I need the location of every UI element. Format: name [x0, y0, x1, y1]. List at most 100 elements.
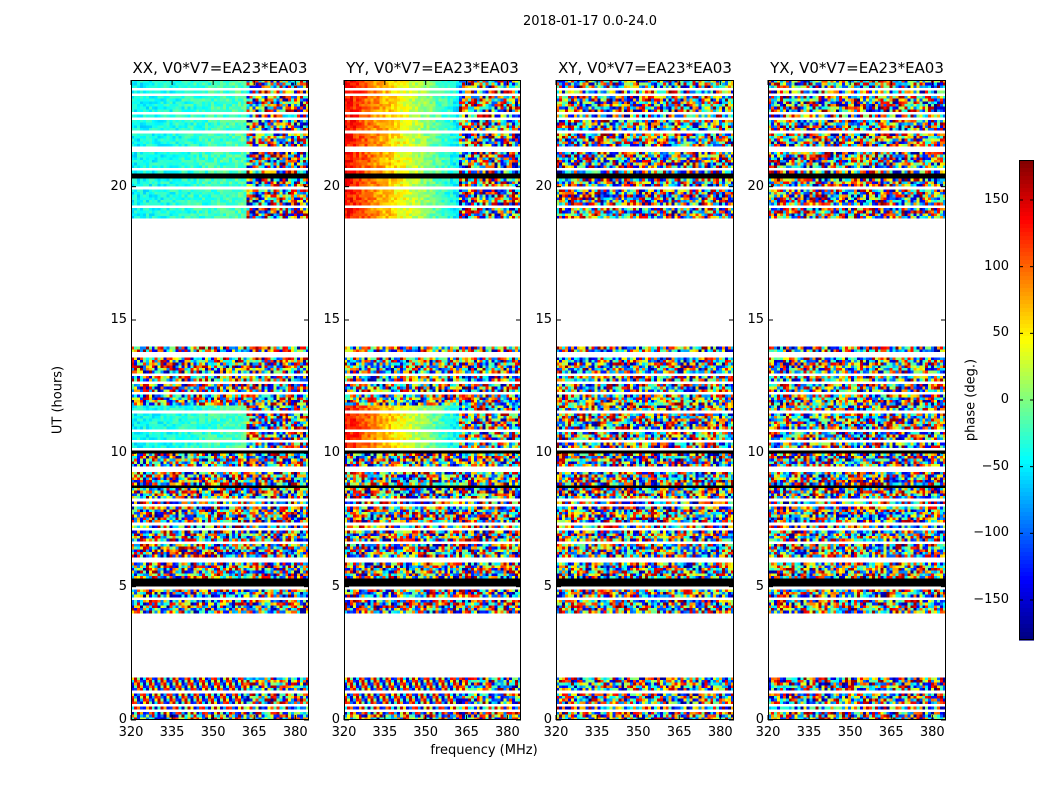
colorbar-segment	[1019, 592, 1034, 597]
colorbar-segment	[1019, 172, 1034, 177]
colorbar-segment	[1019, 552, 1034, 557]
y-axis-label: UT (hours)	[50, 365, 66, 435]
x-tick-label: 380	[494, 725, 520, 740]
colorbar-segment	[1019, 216, 1034, 221]
colorbar-segment	[1019, 488, 1034, 493]
colorbar-segment	[1019, 564, 1034, 569]
colorbar-segment	[1019, 508, 1034, 513]
colorbar-segment	[1019, 504, 1034, 509]
colorbar-segment	[1019, 584, 1034, 589]
x-tick-label: 365	[878, 725, 904, 740]
colorbar-segment	[1019, 400, 1034, 405]
colorbar-segment	[1019, 236, 1034, 241]
y-tick-label: 15	[323, 312, 340, 327]
colorbar-segment	[1019, 536, 1034, 541]
panel-title-yy: YY, V0*V7=EA23*EA03	[346, 59, 519, 77]
colorbar-segment	[1019, 544, 1034, 549]
colorbar-segment	[1019, 632, 1034, 637]
colorbar-segment	[1019, 164, 1034, 169]
colorbar-segment	[1019, 308, 1034, 313]
panel-frame-xy	[556, 80, 734, 720]
colorbar-segment	[1019, 224, 1034, 229]
colorbar-segment	[1019, 332, 1034, 337]
colorbar-segment	[1019, 440, 1034, 445]
x-tick-label: 320	[118, 725, 144, 740]
colorbar-segment	[1019, 256, 1034, 261]
y-tick-label: 10	[323, 445, 340, 461]
colorbar-segment	[1019, 628, 1034, 633]
colorbar-segment	[1019, 372, 1034, 377]
colorbar-segment	[1019, 456, 1034, 461]
x-tick-label: 335	[159, 725, 185, 740]
colorbar-segment	[1019, 428, 1034, 433]
panel-title-xy: XY, V0*V7=EA23*EA03	[558, 59, 732, 77]
colorbar-segment	[1019, 580, 1034, 585]
colorbar-tick-label: 150	[984, 192, 1009, 207]
colorbar-segment	[1019, 524, 1034, 529]
x-tick-label: 350	[200, 725, 226, 740]
colorbar-segment	[1019, 280, 1034, 285]
colorbar-segment	[1019, 160, 1034, 165]
colorbar-segment	[1019, 460, 1034, 465]
colorbar-segment	[1019, 352, 1034, 357]
colorbar-segment	[1019, 568, 1034, 573]
colorbar-segment	[1019, 288, 1034, 293]
colorbar-segment	[1019, 268, 1034, 273]
colorbar-segment	[1019, 516, 1034, 521]
colorbar-segment	[1019, 596, 1034, 601]
y-tick-label: 20	[747, 178, 764, 194]
colorbar-tick-label: −100	[973, 525, 1009, 541]
colorbar-segment	[1019, 448, 1034, 453]
x-tick-label: 380	[707, 725, 733, 740]
colorbar-segment	[1019, 436, 1034, 441]
heatmap-yy	[344, 80, 521, 720]
colorbar-segment	[1019, 204, 1034, 209]
colorbar-segment	[1019, 492, 1034, 497]
colorbar-segment	[1019, 620, 1034, 625]
x-tick-label: 320	[543, 725, 569, 740]
colorbar-segment	[1019, 384, 1034, 389]
x-tick-label: 365	[666, 725, 692, 740]
colorbar-segment	[1019, 408, 1034, 413]
colorbar-segment	[1019, 272, 1034, 277]
colorbar-segment	[1019, 540, 1034, 545]
colorbar-segment	[1019, 244, 1034, 249]
y-tick-label: 20	[535, 178, 552, 194]
colorbar-segment	[1019, 196, 1034, 201]
colorbar-segment	[1019, 376, 1034, 381]
colorbar-segment	[1019, 548, 1034, 553]
colorbar-segment	[1019, 348, 1034, 353]
colorbar-tick-label: 50	[992, 325, 1009, 341]
colorbar-segment	[1019, 572, 1034, 577]
y-tick-label: 5	[755, 578, 764, 594]
colorbar-segment	[1019, 212, 1034, 217]
colorbar-segment	[1019, 480, 1034, 485]
colorbar-segment	[1019, 188, 1034, 193]
heatmap-yx	[768, 80, 946, 720]
panel-title-yx: YX, V0*V7=EA23*EA03	[770, 59, 944, 77]
x-tick-label: 365	[454, 725, 479, 740]
colorbar-segment	[1019, 284, 1034, 289]
y-tick-label: 0	[118, 712, 127, 727]
colorbar-tick-label: 100	[984, 258, 1009, 274]
panel-frame-xx	[131, 80, 309, 720]
colorbar-segment	[1019, 168, 1034, 173]
colorbar-segment	[1019, 588, 1034, 593]
panel-title-xx: XX, V0*V7=EA23*EA03	[132, 59, 308, 77]
colorbar-segment	[1019, 248, 1034, 253]
colorbar-segment	[1019, 476, 1034, 481]
colorbar-segment	[1019, 416, 1034, 421]
colorbar-segment	[1019, 444, 1034, 449]
y-tick-label: 15	[110, 312, 127, 327]
colorbar-segment	[1019, 388, 1034, 393]
colorbar-segment	[1019, 344, 1034, 349]
colorbar-segment	[1019, 600, 1034, 605]
colorbar-segment	[1019, 176, 1034, 181]
y-tick-label: 0	[331, 712, 340, 727]
colorbar-segment	[1019, 560, 1034, 565]
colorbar-segment	[1019, 520, 1034, 525]
colorbar-segment	[1019, 512, 1034, 517]
colorbar-segment	[1019, 312, 1034, 317]
colorbar-segment	[1019, 264, 1034, 269]
